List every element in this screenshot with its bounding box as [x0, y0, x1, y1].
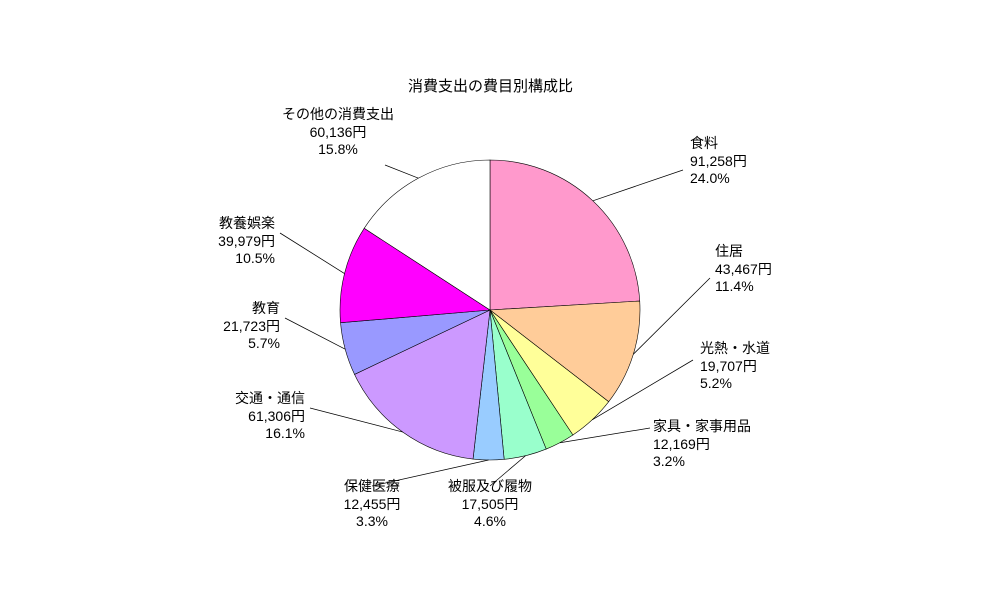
slice-label-percent: 16.1%	[165, 425, 305, 443]
slice-label-name: 教育	[140, 300, 280, 318]
slice-label-amount: 43,467円	[715, 261, 772, 279]
slice-label-percent: 24.0%	[690, 170, 747, 188]
slice-label-name: 保健医療	[302, 478, 442, 496]
slice-label: 教養娯楽39,979円10.5%	[135, 215, 275, 268]
slice-label-percent: 5.7%	[140, 335, 280, 353]
slice-label-amount: 21,723円	[140, 318, 280, 336]
slice-label-amount: 12,455円	[302, 496, 442, 514]
slice-label-percent: 3.3%	[302, 513, 442, 531]
slice-label-percent: 5.2%	[700, 375, 770, 393]
slice-label: その他の消費支出60,136円15.8%	[268, 106, 408, 159]
slice-label-percent: 15.8%	[268, 141, 408, 159]
slice-label-amount: 12,169円	[653, 436, 751, 454]
slice-label-name: 教養娯楽	[135, 215, 275, 233]
slice-label-percent: 3.2%	[653, 453, 751, 471]
slice-label: 家具・家事用品12,169円3.2%	[653, 418, 751, 471]
slice-label-percent: 11.4%	[715, 278, 772, 296]
slice-label-amount: 19,707円	[700, 358, 770, 376]
chart-title: 消費支出の費目別構成比	[0, 75, 981, 96]
slice-label: 住居43,467円11.4%	[715, 243, 772, 296]
slice-label-name: 食料	[690, 135, 747, 153]
pie-slice	[490, 160, 640, 310]
slice-label: 食料91,258円24.0%	[690, 135, 747, 188]
pie-chart	[310, 130, 670, 490]
slice-label-amount: 61,306円	[165, 408, 305, 426]
slice-label-name: その他の消費支出	[268, 106, 408, 124]
chart-container: 消費支出の費目別構成比 食料91,258円24.0% 住居43,467円11.4%…	[0, 0, 981, 595]
slice-label: 教育21,723円5.7%	[140, 300, 280, 353]
slice-label-amount: 60,136円	[268, 124, 408, 142]
slice-label-amount: 91,258円	[690, 153, 747, 171]
slice-label: 光熱・水道19,707円5.2%	[700, 340, 770, 393]
slice-label-percent: 10.5%	[135, 250, 275, 268]
slice-label: 保健医療12,455円3.3%	[302, 478, 442, 531]
slice-label: 交通・通信61,306円16.1%	[165, 390, 305, 443]
slice-label-name: 住居	[715, 243, 772, 261]
slice-label-name: 交通・通信	[165, 390, 305, 408]
slice-label-name: 光熱・水道	[700, 340, 770, 358]
slice-label-name: 家具・家事用品	[653, 418, 751, 436]
slice-label-amount: 39,979円	[135, 233, 275, 251]
